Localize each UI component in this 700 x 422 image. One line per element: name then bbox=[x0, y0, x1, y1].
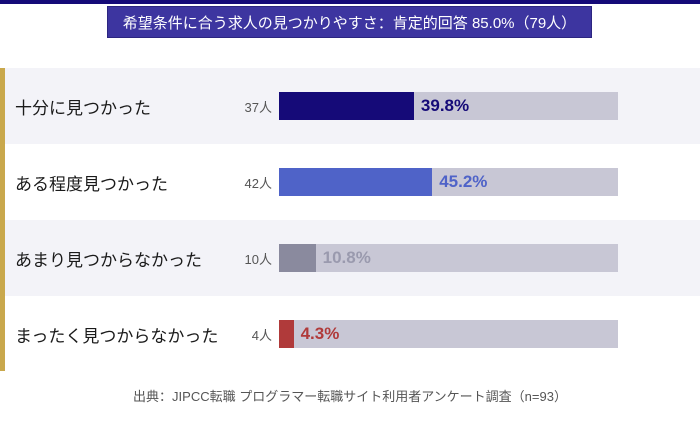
value-label: 39.8% bbox=[420, 96, 470, 115]
bar-row: ある程度見つかった 42人 45.2% bbox=[5, 144, 700, 220]
chart-title: 希望条件に合う求人の見つかりやすさ：肯定的回答 85.0%（79人） bbox=[107, 6, 592, 38]
category-label: まったく見つからなかった bbox=[15, 326, 219, 346]
bar-fill bbox=[279, 168, 433, 196]
count-label: 42人 bbox=[244, 175, 272, 191]
bar-fill bbox=[279, 244, 316, 272]
category-label: ある程度見つかった bbox=[15, 174, 168, 194]
count-label: 4人 bbox=[251, 327, 272, 343]
value-label: 45.2% bbox=[439, 172, 488, 191]
count-label: 37人 bbox=[244, 99, 272, 115]
bar-row: あまり見つからなかった 10人 10.8% bbox=[5, 220, 700, 296]
bar-track: 10.8% bbox=[279, 244, 618, 272]
bar-fill bbox=[279, 92, 414, 120]
bar-row: まったく見つからなかった 4人 4.3% bbox=[5, 296, 700, 372]
bar-fill bbox=[279, 320, 294, 348]
category-label: 十分に見つかった bbox=[15, 98, 151, 118]
bar-row: 十分に見つかった 37人 39.8% bbox=[5, 68, 700, 144]
top-bar bbox=[0, 0, 700, 4]
category-label: あまり見つからなかった bbox=[15, 250, 202, 270]
bar-track: 4.3% bbox=[279, 320, 618, 348]
source-note: 出典：JIPCC転職 プログラマー転職サイト利用者アンケート調査（n=93） bbox=[133, 389, 567, 404]
bar-track: 39.8% bbox=[279, 92, 618, 120]
value-label: 4.3% bbox=[300, 324, 340, 343]
count-label: 10人 bbox=[244, 251, 272, 267]
value-label: 10.8% bbox=[322, 248, 371, 267]
accent-bar bbox=[0, 68, 5, 371]
bar-track: 45.2% bbox=[279, 168, 618, 196]
